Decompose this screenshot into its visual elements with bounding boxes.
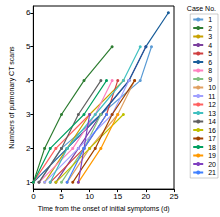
svg-text:13: 13 [208, 110, 216, 117]
svg-text:1: 1 [208, 16, 212, 23]
svg-text:2: 2 [26, 144, 31, 153]
svg-text:1: 1 [26, 178, 31, 187]
svg-text:0: 0 [31, 192, 36, 201]
svg-text:19: 19 [208, 152, 216, 159]
svg-text:10: 10 [208, 84, 216, 91]
svg-text:Time from the onset of initial: Time from the onset of initial symptoms … [38, 205, 170, 213]
svg-text:5: 5 [208, 50, 212, 57]
svg-text:3: 3 [26, 110, 31, 119]
svg-text:21: 21 [208, 169, 216, 176]
svg-text:5: 5 [26, 42, 31, 51]
svg-text:25: 25 [170, 192, 179, 201]
svg-text:5: 5 [59, 192, 64, 201]
svg-text:20: 20 [208, 161, 216, 168]
svg-text:2: 2 [208, 25, 212, 32]
svg-text:18: 18 [208, 144, 216, 151]
svg-text:10: 10 [85, 192, 94, 201]
svg-text:16: 16 [208, 127, 216, 134]
svg-text:Numbers of pulmonary CT scans: Numbers of pulmonary CT scans [8, 46, 16, 149]
svg-text:4: 4 [26, 76, 31, 85]
svg-text:14: 14 [208, 118, 216, 125]
svg-text:Case No.: Case No. [187, 5, 216, 12]
svg-text:4: 4 [208, 42, 212, 49]
svg-text:20: 20 [141, 192, 150, 201]
svg-text:15: 15 [113, 192, 122, 201]
svg-text:17: 17 [208, 135, 216, 142]
svg-text:8: 8 [208, 67, 212, 74]
svg-text:6: 6 [26, 8, 31, 17]
svg-text:12: 12 [208, 101, 216, 108]
svg-text:9: 9 [208, 76, 212, 83]
svg-text:3: 3 [208, 33, 212, 40]
svg-text:6: 6 [208, 59, 212, 66]
svg-text:11: 11 [208, 93, 215, 100]
